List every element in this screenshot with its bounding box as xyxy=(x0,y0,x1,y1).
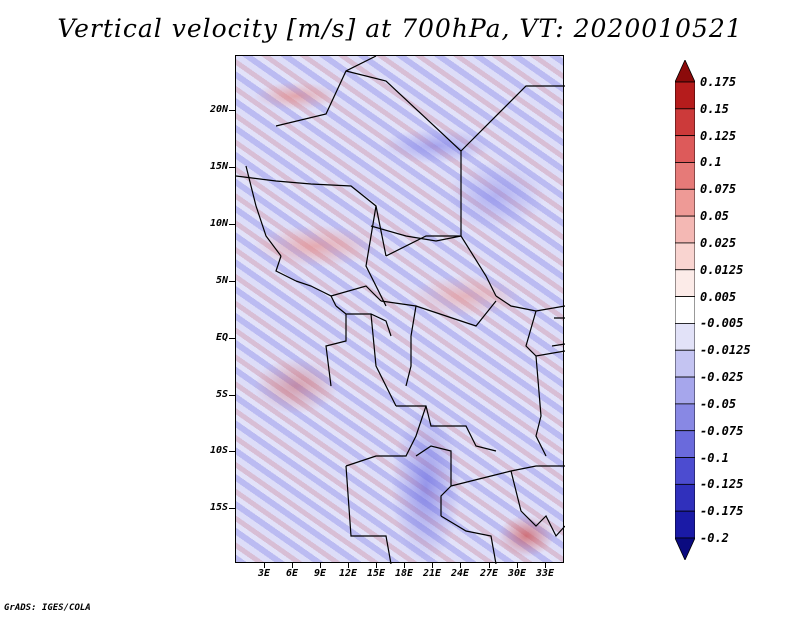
country-borders xyxy=(236,56,565,564)
colorbar-swatch xyxy=(675,510,695,539)
colorbar-swatch xyxy=(675,457,695,485)
colorbar-bottom-triangle xyxy=(675,537,695,560)
colorbar-swatch xyxy=(675,323,695,351)
colorbar-label: -0.175 xyxy=(700,504,744,519)
lon-tick xyxy=(376,563,377,568)
lat-tick xyxy=(229,338,235,339)
colorbar-label: 0.1 xyxy=(700,155,722,170)
colorbar-label: -0.025 xyxy=(700,370,744,385)
colorbar-label: 0.05 xyxy=(700,209,729,224)
lon-tick xyxy=(545,563,546,568)
lon-tick xyxy=(264,563,265,568)
colorbar-label: -0.1 xyxy=(700,450,729,465)
lat-tick xyxy=(229,508,235,509)
lat-label-10s: 10S xyxy=(209,445,228,456)
colorbar-label: -0.075 xyxy=(700,423,744,438)
lon-tick xyxy=(489,563,490,568)
lat-label-5s: 5S xyxy=(215,389,228,400)
colorbar-swatch xyxy=(675,81,695,110)
colorbar-swatch xyxy=(675,215,695,244)
lat-tick xyxy=(229,451,235,452)
map-plot-area xyxy=(235,55,565,564)
colorbar-label: 0.005 xyxy=(700,289,737,304)
colorbar-top-triangle xyxy=(675,60,695,83)
colorbar-label: -0.005 xyxy=(700,316,744,331)
colorbar-label: 0.075 xyxy=(700,182,737,197)
colorbar-label: 0.125 xyxy=(700,128,737,143)
lat-label-10n: 10N xyxy=(209,218,228,229)
colorbar xyxy=(675,60,695,560)
colorbar-swatch xyxy=(675,188,695,217)
lon-label-3e: 3E xyxy=(257,568,271,579)
chart-title: Vertical velocity [m/s] at 700hPa, VT: 2… xyxy=(57,14,743,43)
lat-tick xyxy=(229,167,235,168)
colorbar-swatch xyxy=(675,108,695,137)
colorbar-swatch xyxy=(675,403,695,432)
lat-label-eq: EQ xyxy=(215,332,228,343)
colorbar-swatch xyxy=(675,296,695,324)
lon-label-33e: 33E xyxy=(535,568,555,579)
lat-tick xyxy=(229,224,235,225)
colorbar-swatch xyxy=(675,162,695,190)
colorbar-label: 0.025 xyxy=(700,235,737,250)
colorbar-label: -0.2 xyxy=(700,531,729,545)
lon-label-15e: 15E xyxy=(366,568,386,579)
colorbar-label: -0.125 xyxy=(700,477,744,492)
lon-label-12e: 12E xyxy=(338,568,358,579)
colorbar-swatch xyxy=(675,242,695,271)
colorbar-swatch xyxy=(675,135,695,163)
colorbar-swatch xyxy=(675,430,695,458)
colorbar-swatch xyxy=(675,483,695,512)
lat-tick xyxy=(229,395,235,396)
lon-label-27e: 27E xyxy=(479,568,499,579)
lat-label-15n: 15N xyxy=(209,161,228,172)
lon-label-9e: 9E xyxy=(313,568,327,579)
colorbar-label: -0.05 xyxy=(700,396,737,411)
lon-label-6e: 6E xyxy=(285,568,299,579)
lon-tick xyxy=(432,563,433,568)
lon-label-21e: 21E xyxy=(422,568,442,579)
colorbar-label: -0.0125 xyxy=(700,343,751,358)
lat-tick xyxy=(229,281,235,282)
lat-label-15s: 15S xyxy=(209,502,228,513)
lon-tick xyxy=(404,563,405,568)
colorbar-label: 0.15 xyxy=(700,101,729,116)
lon-label-24e: 24E xyxy=(450,568,470,579)
lon-tick xyxy=(460,563,461,568)
lon-label-18e: 18E xyxy=(394,568,414,579)
lon-label-30e: 30E xyxy=(507,568,527,579)
colorbar-swatch xyxy=(675,269,695,297)
colorbar-swatch xyxy=(675,376,695,405)
lat-label-5n: 5N xyxy=(215,275,228,286)
lat-tick xyxy=(229,110,235,111)
footer-credit: GrADS: IGES/COLA xyxy=(4,603,91,613)
lon-tick xyxy=(517,563,518,568)
lon-tick xyxy=(292,563,293,568)
colorbar-label: 0.0125 xyxy=(700,262,744,277)
lon-tick xyxy=(348,563,349,568)
lat-label-20n: 20N xyxy=(209,104,228,115)
lon-tick xyxy=(320,563,321,568)
colorbar-swatch xyxy=(675,349,695,378)
colorbar-label: 0.175 xyxy=(700,75,737,89)
